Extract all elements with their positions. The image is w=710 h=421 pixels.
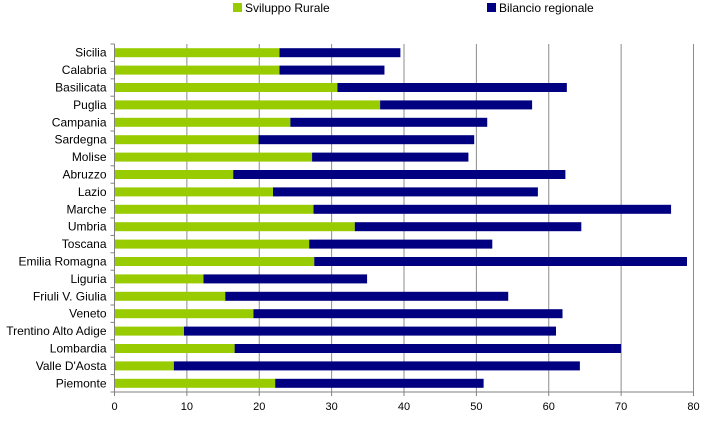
bar-sviluppo-rurale-lazio: [114, 187, 274, 197]
bar-bilancio-regionale-marche: [313, 204, 672, 214]
category-label-sardegna: Sardegna: [54, 133, 106, 147]
bar-sviluppo-rurale-liguria: [114, 274, 204, 284]
gridlines: [186, 44, 694, 392]
category-label-abruzzo: Abruzzo: [62, 168, 106, 182]
bar-bilancio-regionale-campania: [290, 117, 488, 127]
category-labels: Sicilia Calabria Basilicata Puglia Campania S…: [6, 43, 115, 393]
bar-bilancio-regionale-basilicata: [337, 83, 567, 92]
bar-sviluppo-rurale-basilicata: [114, 83, 338, 92]
bar-bilancio-regionale-lombardia: [234, 344, 622, 353]
bar-sviluppo-rurale-molise: [114, 152, 313, 162]
bars: [114, 48, 687, 388]
x-tick-label: 80: [687, 401, 699, 413]
bar-sviluppo-rurale-umbria: [114, 222, 355, 232]
bar-bilancio-regionale-lazio: [273, 187, 538, 197]
bar-bilancio-regionale-trentino-alto-adige: [183, 326, 556, 336]
bar-sviluppo-rurale-abruzzo: [114, 170, 234, 179]
category-label-friuli-v-giulia: Friuli V. Giulia: [33, 289, 107, 303]
category-label-lazio: Lazio: [78, 185, 107, 199]
x-tick-label: 20: [253, 401, 265, 413]
bar-sviluppo-rurale-trentino-alto-adige: [114, 326, 184, 336]
category-label-puglia: Puglia: [73, 98, 107, 112]
category-label-veneto: Veneto: [69, 307, 107, 321]
legend: Sviluppo Rurale Bilancio regionale: [233, 1, 594, 15]
x-tick-label: 0: [111, 401, 117, 413]
legend-swatch-bilancio-regionale: [487, 3, 496, 12]
bar-bilancio-regionale-calabria: [279, 65, 385, 75]
bar-sviluppo-rurale-emilia-romagna: [114, 257, 315, 266]
bar-bilancio-regionale-puglia: [380, 100, 533, 110]
bar-bilancio-regionale-sicilia: [279, 48, 401, 58]
bar-sviluppo-rurale-marche: [114, 204, 314, 214]
bar-sviluppo-rurale-sardegna: [114, 135, 259, 145]
bar-bilancio-regionale-toscana: [309, 239, 493, 249]
bar-bilancio-regionale-liguria: [203, 274, 368, 284]
legend-label-bilancio-regionale: Bilancio regionale: [499, 1, 594, 15]
bar-bilancio-regionale-piemonte: [275, 378, 484, 388]
category-label-trentino-alto-adige: Trentino Alto Adige: [6, 324, 107, 338]
bar-sviluppo-rurale-calabria: [114, 65, 280, 75]
bar-bilancio-regionale-friuli-v-giulia: [225, 291, 509, 301]
category-label-sicilia: Sicilia: [75, 46, 107, 60]
x-tick-label: 50: [470, 401, 482, 413]
bar-sviluppo-rurale-toscana: [114, 239, 310, 249]
x-tick-label: 40: [398, 401, 410, 413]
bar-bilancio-regionale-abruzzo: [233, 170, 566, 179]
category-label-valle-d-aosta: Valle D'Aosta: [36, 359, 107, 373]
bar-sviluppo-rurale-piemonte: [114, 378, 276, 388]
category-label-emilia-romagna: Emilia Romagna: [18, 255, 106, 269]
x-tick-label: 60: [543, 401, 555, 413]
bar-bilancio-regionale-molise: [312, 152, 469, 162]
category-label-liguria: Liguria: [70, 272, 106, 286]
bar-sviluppo-rurale-puglia: [114, 100, 381, 110]
category-label-marche: Marche: [66, 202, 106, 216]
bar-bilancio-regionale-valle-d-aosta: [173, 361, 580, 371]
category-label-umbria: Umbria: [68, 220, 107, 234]
category-label-campania: Campania: [52, 115, 107, 129]
bar-sviluppo-rurale-valle-d-aosta: [114, 361, 174, 371]
category-label-basilicata: Basilicata: [55, 81, 107, 95]
bar-bilancio-regionale-veneto: [253, 309, 563, 319]
x-tick-label: 30: [326, 401, 338, 413]
x-tick-label: 70: [615, 401, 627, 413]
bar-bilancio-regionale-sardegna: [258, 135, 475, 145]
bar-sviluppo-rurale-sicilia: [114, 48, 280, 58]
bar-sviluppo-rurale-campania: [114, 117, 291, 127]
category-label-toscana: Toscana: [62, 237, 107, 251]
bar-bilancio-regionale-emilia-romagna: [314, 257, 687, 266]
category-label-lombardia: Lombardia: [50, 342, 107, 356]
category-label-molise: Molise: [72, 150, 107, 164]
category-label-piemonte: Piemonte: [56, 376, 107, 390]
bar-sviluppo-rurale-friuli-v-giulia: [114, 291, 226, 301]
x-tick-label: 10: [181, 401, 193, 413]
legend-label-sviluppo-rurale: Sviluppo Rurale: [245, 1, 330, 15]
bar-sviluppo-rurale-veneto: [114, 309, 254, 319]
bar-bilancio-regionale-umbria: [354, 222, 582, 232]
x-axis-ticks: 0 10 20 30 40 50 60 70 80: [111, 392, 700, 413]
legend-swatch-sviluppo-rurale: [233, 3, 242, 12]
category-label-calabria: Calabria: [62, 63, 107, 77]
bar-sviluppo-rurale-lombardia: [114, 344, 235, 353]
